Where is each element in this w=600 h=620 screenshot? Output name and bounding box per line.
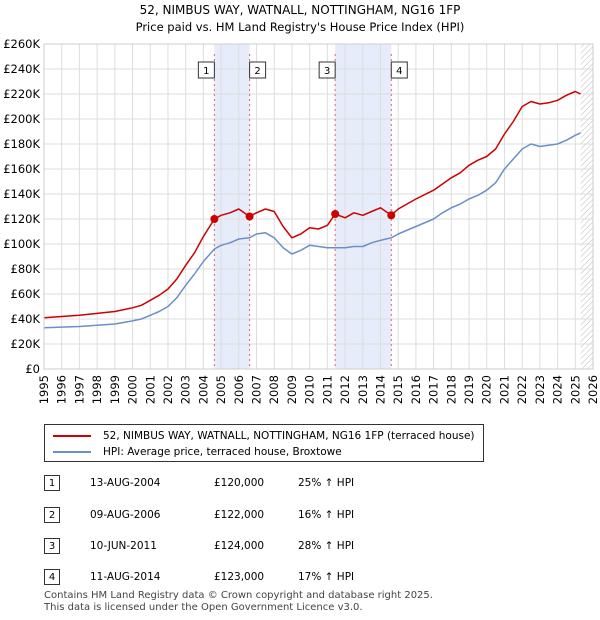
sale-hpi-change: 16% ↑ HPI: [298, 509, 355, 521]
y-tick-label: £160K: [3, 162, 40, 176]
x-tick-label: 2017: [427, 375, 441, 404]
sale-date: 11-AUG-2014: [90, 571, 161, 583]
footer-line-licence: This data is licensed under the Open Gov…: [44, 602, 363, 613]
sale-date: 10-JUN-2011: [90, 540, 157, 552]
x-tick-label: 1997: [72, 375, 86, 404]
sale-date: 09-AUG-2006: [90, 509, 161, 521]
sale-price: £123,000: [214, 571, 265, 583]
footer-attribution: Contains HM Land Registry data © Crown c…: [44, 590, 433, 614]
x-tick-label: 2011: [320, 375, 334, 404]
x-tick-label: 2010: [303, 375, 317, 404]
y-tick-label: £260K: [3, 37, 40, 51]
legend-swatch-hpi: [53, 451, 91, 453]
x-tick-label: 2014: [373, 375, 387, 404]
future-period-hatch: [580, 44, 593, 369]
table-row: 2 09-AUG-2006 £122,000 16% ↑ HPI: [44, 506, 484, 526]
x-tick-label: 2024: [551, 375, 565, 404]
y-tick-label: £20K: [11, 337, 41, 351]
footer-line-copyright: Contains HM Land Registry data © Crown c…: [44, 590, 433, 601]
sale-marker-label: 1: [203, 66, 209, 77]
sale-price: £122,000: [214, 509, 265, 521]
x-tick-label: 2001: [143, 375, 157, 404]
sale-marker-badge: 4: [44, 569, 60, 585]
y-tick-label: £0: [25, 362, 40, 376]
x-tick-label: 2022: [515, 375, 529, 404]
y-tick-label: £60K: [11, 287, 41, 301]
sale-point: [387, 211, 396, 220]
sale-marker-label: 2: [254, 66, 260, 77]
x-tick-label: 2015: [391, 375, 405, 404]
y-tick-label: £180K: [3, 137, 40, 151]
plot-area: [44, 44, 593, 369]
x-tick-label: 2018: [444, 375, 458, 404]
sale-marker-label: 3: [324, 66, 330, 77]
legend-item-property: 52, NIMBUS WAY, WATNALL, NOTTINGHAM, NG1…: [53, 428, 475, 444]
y-tick-label: £240K: [3, 62, 40, 76]
sale-point: [245, 212, 254, 221]
legend-label-hpi: HPI: Average price, terraced house, Brox…: [103, 446, 342, 458]
x-tick-label: 1996: [55, 375, 69, 404]
x-tick-label: 2003: [179, 375, 193, 404]
x-tick-label: 2020: [480, 375, 494, 404]
legend-item-hpi: HPI: Average price, terraced house, Brox…: [53, 444, 342, 460]
x-tick-label: 2013: [356, 375, 370, 404]
y-tick-label: £100K: [3, 237, 40, 251]
sale-marker-box: [318, 61, 336, 79]
y-tick-label: £80K: [11, 262, 41, 276]
sale-marker-box: [249, 61, 267, 79]
sale-price: £120,000: [214, 477, 265, 489]
sale-marker-badge: 1: [44, 475, 60, 491]
y-tick-label: £140K: [3, 187, 40, 201]
x-tick-label: 2006: [232, 375, 246, 404]
x-tick-label: 2004: [196, 375, 210, 404]
sale-marker-badge: 3: [44, 538, 60, 554]
x-tick-label: 2007: [250, 375, 264, 404]
x-tick-label: 2025: [568, 375, 582, 404]
sale-date: 13-AUG-2004: [90, 477, 161, 489]
y-tick-label: £220K: [3, 87, 40, 101]
table-row: 4 11-AUG-2014 £123,000 17% ↑ HPI: [44, 568, 484, 588]
plot-border: [43, 43, 594, 370]
y-tick-label: £120K: [3, 212, 40, 226]
y-tick-label: £200K: [3, 112, 40, 126]
legend-swatch-property: [53, 435, 91, 437]
hpi-line: [43, 132, 581, 329]
x-tick-label: 2009: [285, 375, 299, 404]
sale-point: [210, 215, 219, 223]
x-tick-label: 2021: [497, 375, 511, 404]
sale-marker-box: [197, 61, 215, 79]
x-tick-label: 2016: [409, 375, 423, 404]
x-tick-label: 2005: [214, 375, 228, 404]
sale-hpi-change: 28% ↑ HPI: [298, 540, 355, 552]
chart-title: 52, NIMBUS WAY, WATNALL, NOTTINGHAM, NG1…: [140, 3, 461, 17]
x-tick-label: 2012: [338, 375, 352, 404]
sale-marker-box: [390, 61, 408, 79]
sale-price: £124,000: [214, 540, 265, 552]
sale-hpi-change: 25% ↑ HPI: [298, 477, 355, 489]
legend-label-property: 52, NIMBUS WAY, WATNALL, NOTTINGHAM, NG1…: [103, 430, 475, 442]
y-tick-label: £40K: [11, 312, 41, 326]
table-row: 1 13-AUG-2004 £120,000 25% ↑ HPI: [44, 474, 484, 494]
sale-point: [331, 210, 340, 218]
x-tick-label: 2023: [533, 375, 547, 404]
x-tick-label: 2019: [462, 375, 476, 404]
x-tick-label: 1995: [37, 375, 51, 404]
sale-hpi-change: 17% ↑ HPI: [298, 571, 355, 583]
sale-marker-badge: 2: [44, 507, 60, 523]
sale-marker-label: 4: [396, 66, 402, 77]
x-tick-label: 1999: [108, 375, 122, 404]
x-tick-label: 2026: [586, 375, 600, 404]
x-tick-label: 1998: [90, 375, 104, 404]
x-tick-label: 2002: [161, 375, 175, 404]
table-row: 3 10-JUN-2011 £124,000 28% ↑ HPI: [44, 537, 484, 557]
chart-subtitle: Price paid vs. HM Land Registry's House …: [136, 20, 465, 34]
legend: 52, NIMBUS WAY, WATNALL, NOTTINGHAM, NG1…: [44, 424, 484, 462]
price-chart: 52, NIMBUS WAY, WATNALL, NOTTINGHAM, NG1…: [3, 3, 600, 404]
x-tick-label: 2000: [126, 375, 140, 404]
x-tick-label: 2008: [267, 375, 281, 404]
property-price-line: [43, 90, 581, 319]
sale-period-shade: [214, 44, 250, 369]
